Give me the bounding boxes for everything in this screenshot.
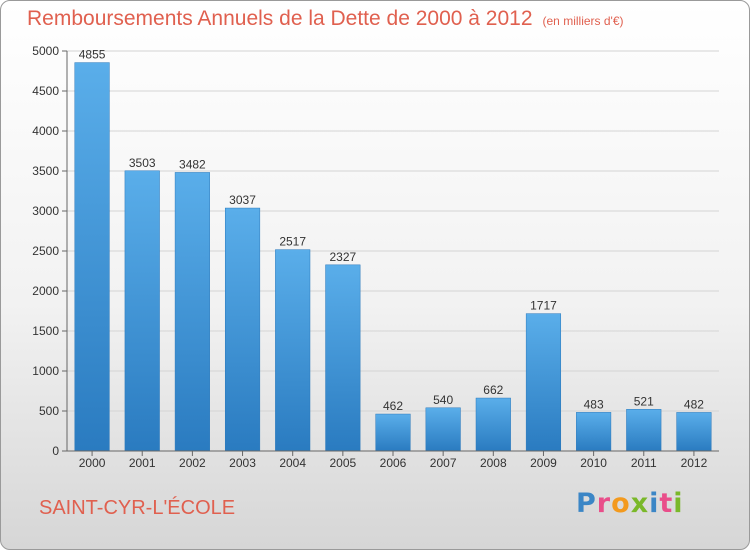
bar-2010 [576,412,612,452]
y-tick-label: 1500 [32,324,59,338]
data-label: 4855 [79,48,106,62]
chart-subtitle: (en milliers d'€) [542,14,624,28]
y-tick-label: 3500 [32,164,59,178]
bar-2003 [224,207,261,452]
y-tick-label: 4500 [32,84,59,98]
bar-2000 [74,62,110,452]
y-tick-label: 1000 [32,364,59,378]
bar-2004 [275,249,311,452]
logo-letter: P [576,488,597,519]
x-tick-label: 2008 [480,456,507,470]
city-name: SAINT-CYR-L'ÉCOLE [39,497,236,519]
data-label: 2517 [279,235,306,249]
grid-lines [67,50,719,412]
x-tick-label: 2003 [229,456,256,470]
bar-2012 [676,412,712,452]
data-label: 482 [684,397,704,411]
chart-title: Remboursements Annuels de la Dette de 20… [27,7,624,31]
bar-2005 [325,264,361,452]
data-label: 3482 [179,157,206,171]
y-tick-label: 3000 [32,204,59,218]
chart-title-text: Remboursements Annuels de la Dette de 20… [27,7,533,30]
logo-letter: i [649,488,660,519]
x-tick-label: 2006 [380,456,407,470]
bar-2008 [475,397,511,452]
axes [62,50,719,456]
x-tick-label: 2001 [129,456,156,470]
proxiti-logo: Proxiti [576,488,684,519]
x-tick-label: 2012 [681,456,708,470]
data-label: 2327 [329,250,356,264]
bar-2007 [425,407,461,452]
bars [74,62,712,452]
bar-2009 [525,313,562,452]
data-label: 462 [383,399,403,413]
x-tick-label: 2009 [530,456,557,470]
data-label: 521 [634,394,654,408]
x-tick-label: 2011 [631,456,657,470]
data-label: 483 [584,397,604,411]
logo-letter: i [673,488,684,519]
x-tick-label: 2010 [580,456,607,470]
bar-2006 [375,413,411,452]
y-tick-label: 0 [52,444,59,458]
y-tick-label: 2500 [32,244,59,258]
y-tick-label: 4000 [32,124,59,138]
y-tick-label: 5000 [32,44,59,58]
logo-letter: x [630,488,650,519]
y-tick-label: 2000 [32,284,59,298]
data-label: 1717 [530,299,557,313]
x-tick-label: 2004 [279,456,306,470]
y-tick-label: 500 [39,404,59,418]
logo-letter: r [596,488,612,519]
data-label: 3503 [129,156,156,170]
data-label: 662 [483,383,503,397]
logo-letter: t [659,488,674,519]
data-label: 3037 [229,193,256,207]
bar-2011 [626,409,662,452]
bar-2002 [174,172,210,452]
labels: 0 500 1000 1500 2000 2500 3000 3500 4000 4500 5000… [32,44,707,470]
logo-letter: o [611,488,631,519]
x-tick-label: 2005 [329,456,356,470]
data-label: 540 [433,393,453,407]
x-tick-label: 2002 [179,456,206,470]
bar-2001 [124,170,160,452]
x-tick-label: 2000 [79,456,106,470]
x-tick-label: 2007 [430,456,457,470]
